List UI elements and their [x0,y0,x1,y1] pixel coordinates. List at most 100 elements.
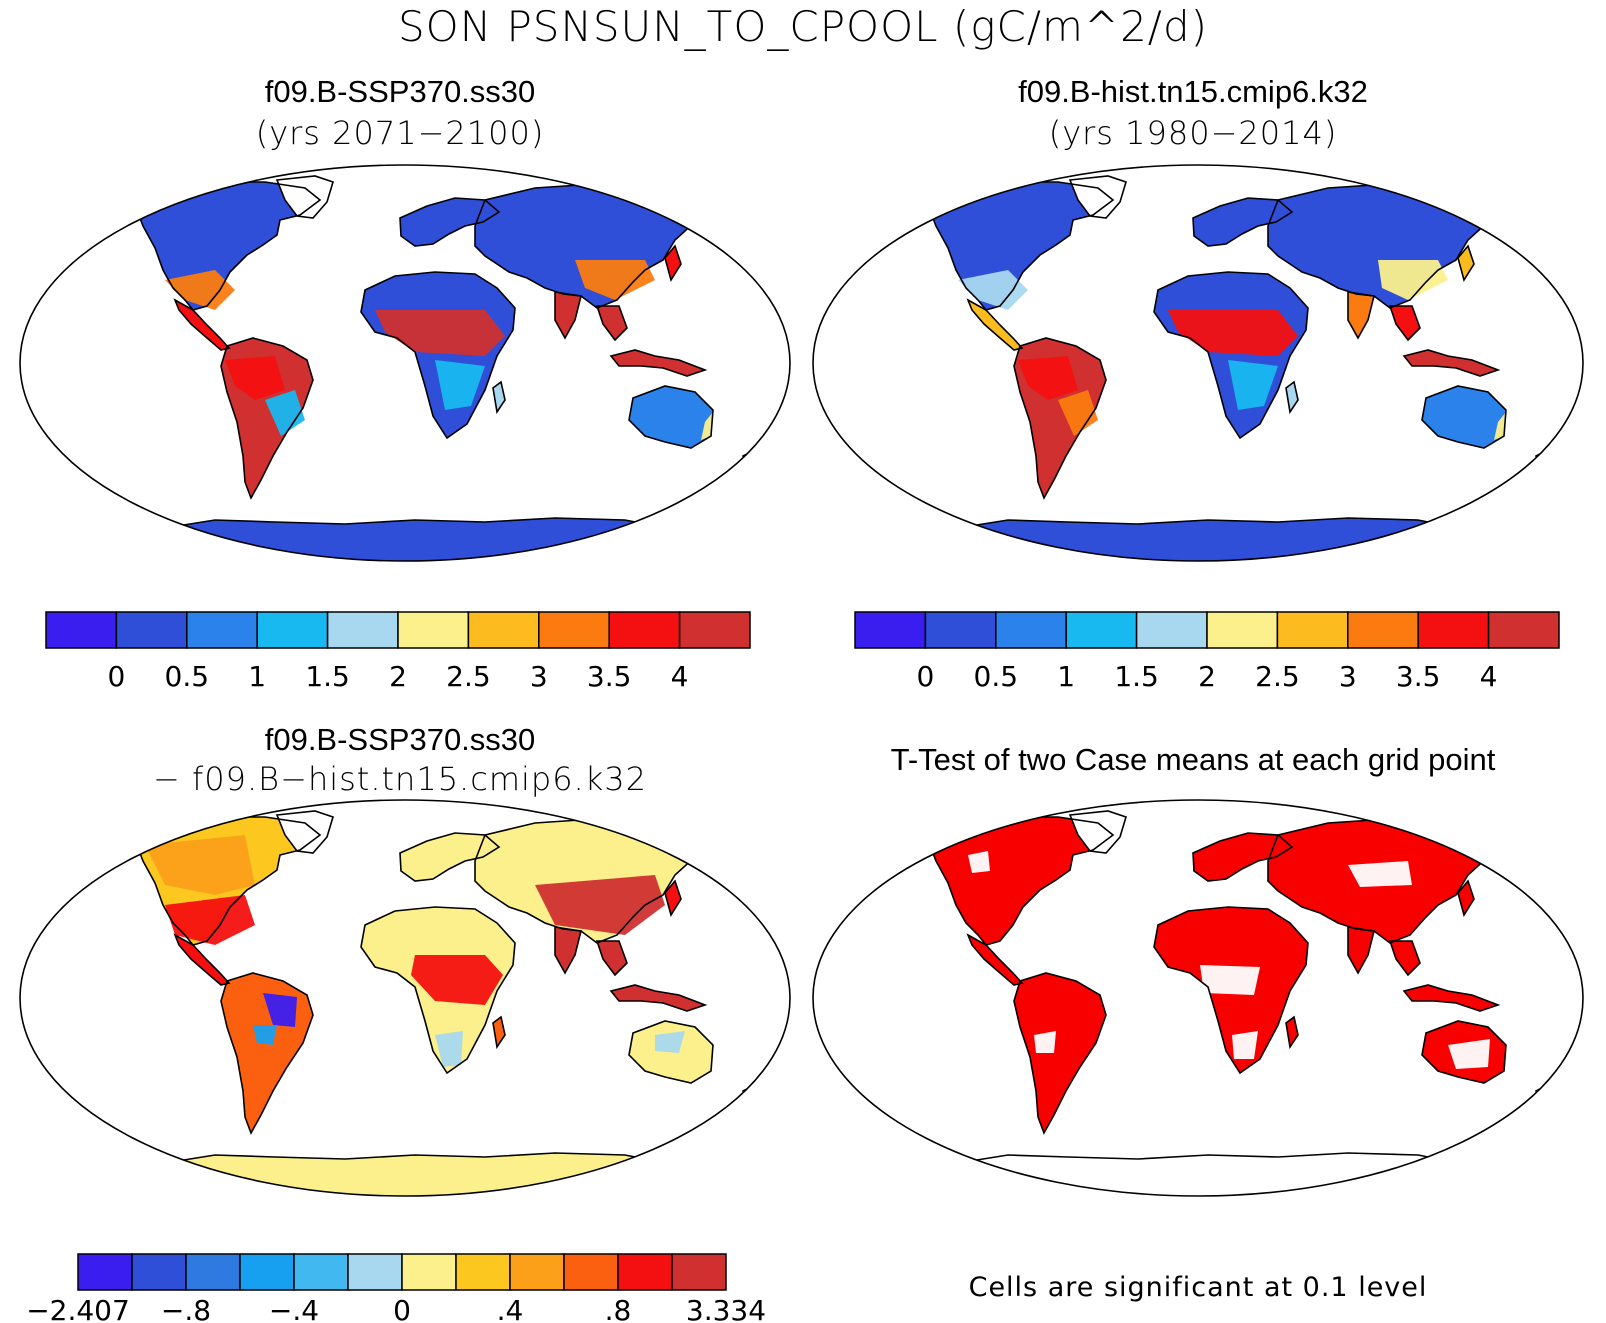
centralAmerica-coastline [173,298,231,351]
colorbar-swatch [1135,611,1208,649]
field-patch-0 [165,895,255,945]
madagascar-coastline [1285,1015,1299,1050]
field-patch-1 [1348,861,1412,887]
field-patch-2 [263,993,297,1027]
australia-coastline [628,1020,714,1084]
japan-coastline [1457,244,1475,282]
colorbar-label: 0 [107,660,125,693]
colorbar-label: −.8 [161,1294,211,1323]
colorbar-swatch [467,611,540,649]
colorbar-swatch [326,611,399,649]
colorbar-swatch [401,1253,457,1291]
centralAmerica-region [968,935,1022,985]
indonesia-region [1404,985,1498,1011]
seAsia-coastline [1388,305,1421,342]
africa-coastline [360,271,516,440]
colorbar-swatch [293,1253,349,1291]
japan-coastline [1457,879,1475,917]
significance-note: Cells are significant at 0.1 level [968,1272,1428,1303]
field-patch-3 [375,310,505,356]
field-patch-3 [1232,1031,1258,1059]
colorbar-swatch [131,1253,187,1291]
colorbar-swatch [671,1253,727,1291]
colorbar-label: 2 [389,660,407,693]
colorbar-swatch [1206,611,1279,649]
colorbar-swatch [1065,611,1138,649]
antarctica-region [165,1153,665,1196]
seAsia-region [597,941,627,975]
indonesia-region [1404,350,1498,376]
colorbar-swatch [1487,611,1560,649]
centralAmerica-region [175,300,229,350]
antarctica-coastline [956,1152,1460,1196]
colorbar-swatch [115,611,188,649]
colorbar-swatch [455,1253,511,1291]
colorbar-label: 1.5 [1114,660,1159,693]
seAsia-coastline [595,940,628,977]
panel3-title: f09.B-SSP370.ss30 [264,722,536,757]
colorbar-swatch [1347,611,1419,649]
europe-region [1193,833,1292,881]
colorbar-swatch [185,1253,241,1291]
field-patch-3 [1168,310,1298,356]
colorbar-label: 3 [1339,660,1357,693]
map-border [19,164,791,562]
southAmerica-coastline [1013,337,1107,500]
madagascar-coastline [492,1015,506,1050]
panel4-title: T-Test of two Case means at each grid po… [890,742,1496,777]
map-border [812,799,1584,1197]
greenland-coastline [275,810,334,854]
colorbar-swatch [538,611,610,649]
colorbar-label: 1 [248,660,266,693]
southAmerica-region [1014,973,1106,1133]
colorbar-label: 3.334 [686,1294,766,1323]
colorbar-case1: 0 0.5 1 1.5 2 2.5 3 3.5 4 [45,611,751,693]
panel1-subtitle: (yrs 2071−2100) [255,114,545,152]
africa-coastline [1153,906,1309,1075]
centralAmerica-region [175,935,229,985]
colorbar-label: 4 [671,660,689,693]
colorbar-label: 0 [393,1294,411,1323]
colorbar-diff: −2.407 −.8 −.4 0 .4 .8 3.334 [26,1253,766,1323]
madagascar-coastline [492,380,506,415]
colorbar-label: 3.5 [587,660,632,693]
antarctica-coastline [163,517,667,561]
australia-region [629,386,713,448]
field-patch-0 [1200,965,1260,995]
field-patch-4 [1448,1039,1490,1069]
seAsia-region [1390,941,1420,975]
indonesia-coastline [1402,349,1501,377]
centralAmerica-coastline [966,298,1024,351]
colorbar-swatch [563,1253,619,1291]
japan-coastline [664,244,682,282]
colorbar-label: 0.5 [974,660,1019,693]
antarctica-coastline [163,1152,667,1196]
panel1-title: f09.B-SSP370.ss30 [264,74,536,109]
japan-coastline [664,879,682,917]
colorbar-swatch [77,1253,133,1291]
colorbar-swatch [1276,611,1349,649]
europe-region [400,198,499,246]
colorbar-swatch [678,611,751,649]
field-patch-6 [435,1031,463,1067]
indonesia-region [611,350,705,376]
colorbar-swatch [397,611,470,649]
panel2-subtitle: (yrs 1980−2014) [1048,114,1338,152]
southAmerica-coastline [220,337,314,500]
centralAmerica-region [968,300,1022,350]
antarctica-region [958,1153,1458,1196]
field-patch-2 [1058,390,1098,436]
asia-region [475,184,700,308]
madagascar-coastline [1285,380,1299,415]
asia-region [1268,184,1493,308]
indonesia-coastline [609,984,708,1012]
australia-coastline [628,385,714,449]
colorbar-label: −.4 [269,1294,319,1323]
field-patch-4 [411,955,503,1005]
india-coastline [1347,926,1375,975]
northAmerica-region [926,817,1113,945]
india-region [555,927,581,973]
europe-coastline [399,832,501,882]
colorbar-swatch [256,611,329,649]
field-patch-0 [165,270,235,310]
